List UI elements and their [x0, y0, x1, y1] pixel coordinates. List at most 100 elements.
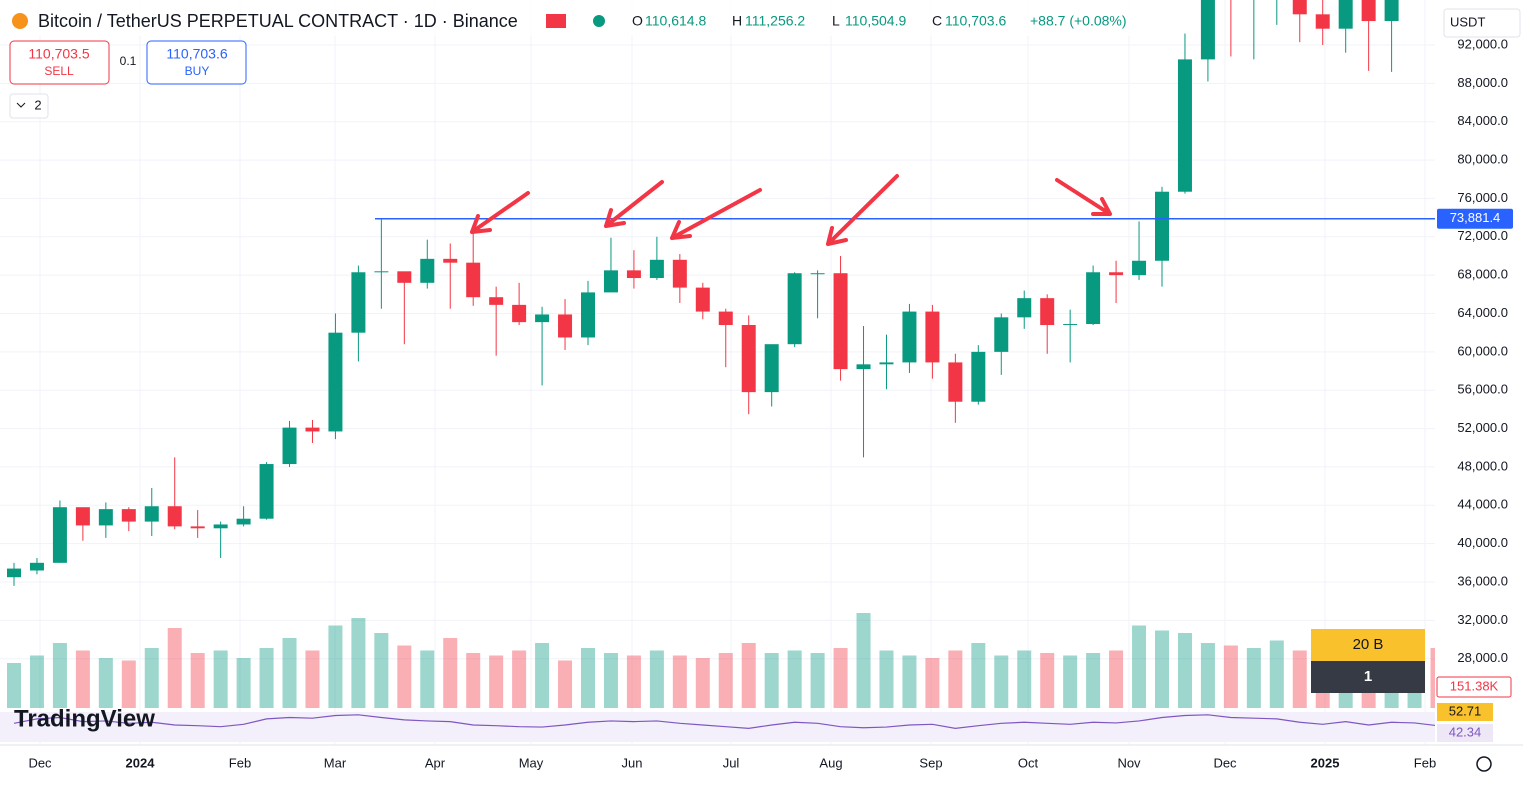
time-label: Aug [819, 755, 842, 770]
price-tick-label: 32,000.0 [1457, 612, 1508, 627]
candle-body [535, 314, 550, 323]
volume-bar [213, 650, 228, 708]
volume-bar [1155, 630, 1169, 708]
candle-body [121, 509, 136, 522]
candle-body [856, 364, 871, 370]
candles [7, 0, 1435, 586]
volume-bar [282, 638, 297, 708]
candle-body [75, 507, 90, 526]
candle-body [259, 464, 274, 519]
candle-body [236, 518, 251, 525]
candle-body [98, 509, 113, 526]
rsi-label-1: 52.71 [1449, 703, 1482, 718]
candle-body [810, 273, 825, 275]
widget-bottom[interactable] [1311, 661, 1425, 693]
settings-icon[interactable] [1476, 756, 1492, 772]
widget-top[interactable] [1311, 629, 1425, 661]
candle-body [741, 325, 756, 393]
candle-body [695, 287, 710, 312]
rsi-label-box [1437, 703, 1493, 721]
volume-bar [925, 658, 940, 708]
widget-bottom-text: 1 [1364, 668, 1372, 685]
candle-body [672, 259, 687, 288]
buy-button[interactable] [146, 40, 247, 85]
candle-body [649, 259, 664, 279]
ohlc-value: 110,504.9 [845, 13, 906, 29]
volume-bar [489, 655, 504, 708]
resistance-label-box [1437, 208, 1513, 229]
volume-pane [7, 613, 1435, 708]
volume-bar [856, 613, 871, 708]
candle-body [29, 562, 44, 571]
candle-body [879, 362, 894, 365]
price-tick-label: 92,000.0 [1457, 36, 1508, 51]
time-label: Dec [1213, 755, 1237, 770]
logo[interactable]: TradingView [14, 705, 155, 732]
volume-bar [52, 643, 67, 708]
volume-bar [29, 655, 44, 708]
candle-body [558, 314, 573, 338]
rsi-pane [13, 714, 1461, 730]
price-tick-label: 36,000.0 [1457, 573, 1508, 588]
volume-bar [1132, 625, 1147, 708]
flag-icon[interactable] [546, 14, 566, 28]
candle-body [420, 258, 435, 283]
volume-bar [190, 653, 205, 708]
candle-body [489, 297, 504, 305]
volume-bar [121, 660, 136, 708]
candle-body [305, 427, 320, 432]
candle-body [213, 524, 228, 529]
collapse-button[interactable] [9, 93, 49, 119]
ohlc-key: L [832, 13, 840, 29]
widget-top-text: 20 B [1353, 636, 1384, 653]
volume-bar [1292, 650, 1307, 708]
symbol[interactable]: Bitcoin / TetherUS PERPETUAL CONTRACT · … [38, 11, 518, 31]
candle-body [718, 311, 733, 326]
ohlc-key: O [632, 13, 643, 29]
volume-bar [259, 648, 274, 708]
volume-bar [994, 655, 1009, 708]
candle-body [925, 311, 940, 363]
candle-body [1155, 191, 1169, 261]
annotation-arrows [470, 174, 1112, 246]
candle-body [282, 427, 297, 465]
volume-bar [328, 625, 343, 708]
volume-bar [1086, 653, 1101, 708]
currency-select[interactable] [1443, 8, 1521, 38]
price-tick-label: 40,000.0 [1457, 535, 1508, 550]
price-tick-label: 60,000.0 [1457, 343, 1508, 358]
candle-body [833, 273, 848, 370]
price-tick-label: 44,000.0 [1457, 497, 1508, 512]
candle-body [603, 270, 618, 293]
candle-body [328, 332, 343, 432]
ohlc-value: 111,256.2 [745, 13, 805, 29]
header-bg [0, 0, 1140, 36]
candle-body [948, 362, 963, 402]
volume-bar [948, 650, 963, 708]
change: +88.7 (+0.08%) [1030, 13, 1127, 29]
time-axis [0, 745, 1523, 782]
volume-bar [466, 653, 481, 708]
candle-body [1338, 0, 1353, 29]
volume-bar [810, 653, 825, 708]
chevron [16, 102, 26, 108]
ohlc: O 110,614.8 H 111,256.2 L 110,504.9 C 110,703.6 [632, 13, 1006, 29]
grid [0, 0, 1435, 745]
volume-bar [305, 650, 320, 708]
volume-bar [833, 648, 848, 708]
price-tick-label: 72,000.0 [1457, 228, 1508, 243]
price-tick-label: 48,000.0 [1457, 458, 1508, 473]
candle-body [1132, 260, 1147, 276]
volume-bar [1223, 645, 1238, 708]
candle-body [1361, 0, 1376, 22]
volume-bar [581, 648, 595, 708]
candle-body [902, 311, 917, 363]
time-label: Oct [1018, 755, 1039, 770]
resistance-label: 73,881.4 [1450, 210, 1501, 225]
ohlc-value: 110,614.8 [645, 13, 706, 29]
time-label: Jun [622, 755, 643, 770]
time-label: Apr [425, 755, 446, 770]
volume-bar [98, 658, 113, 708]
sell-button[interactable] [9, 40, 110, 85]
rsi-band [0, 712, 1435, 742]
